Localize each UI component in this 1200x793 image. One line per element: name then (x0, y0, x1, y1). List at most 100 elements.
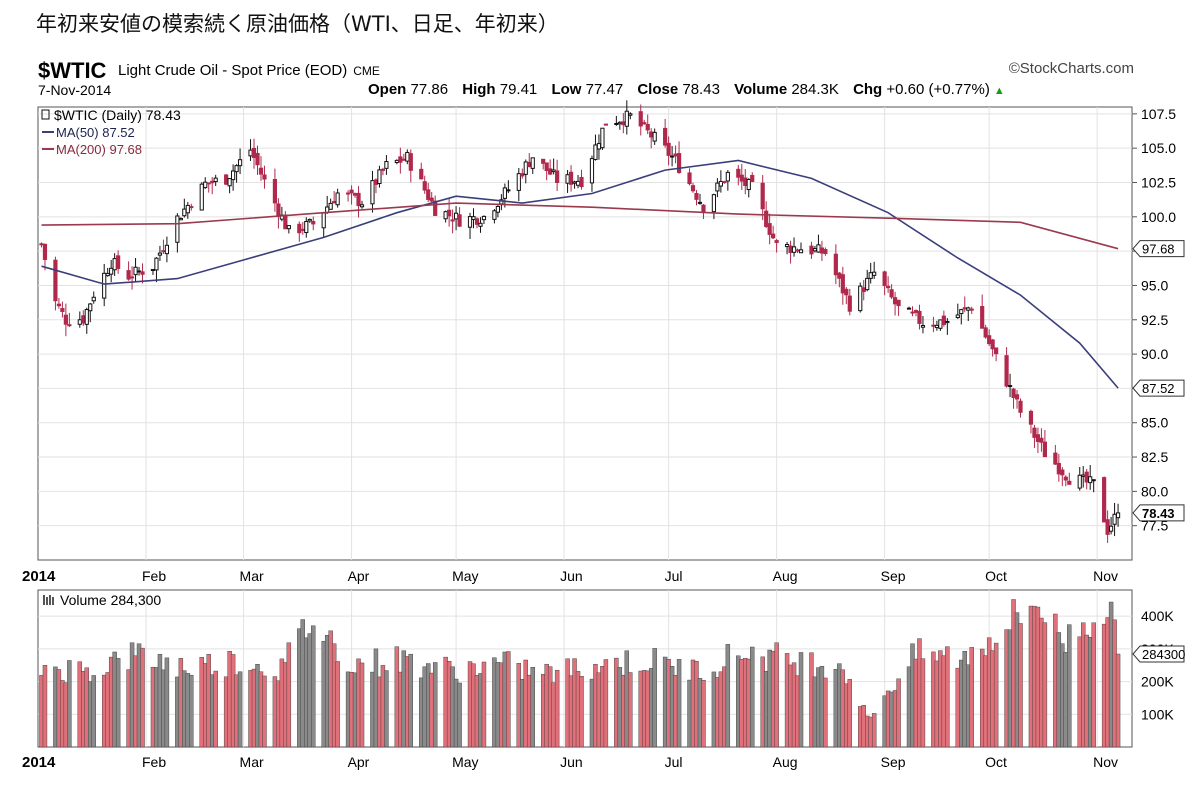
candle-body (593, 144, 598, 160)
volume-bar (871, 713, 877, 748)
candle-body (297, 223, 302, 234)
candle-body (457, 214, 462, 227)
candle-body (182, 208, 187, 217)
price-panel: 77.580.082.585.087.590.092.595.097.5100.… (22, 100, 1185, 585)
ma50-marker-label: 87.52 (1142, 381, 1175, 396)
candle-body (380, 168, 386, 171)
candle-body (467, 216, 473, 228)
quote-bar: Open 77.86 High 79.41 Low 77.47 Close 78… (368, 81, 1005, 98)
candle-body (283, 214, 288, 230)
candle-body (892, 297, 898, 305)
price-y-tick-label: 95.0 (1141, 277, 1168, 293)
volume-bar (774, 642, 779, 748)
candle-body (913, 310, 919, 313)
candle-body (1115, 512, 1121, 519)
candle-body (938, 319, 943, 329)
candle-body (276, 203, 281, 217)
volume-bar (969, 647, 974, 748)
volume-bar (1115, 653, 1121, 748)
candle-body (617, 121, 622, 125)
ma50-legend-label: MA(50) 87.52 (56, 125, 135, 140)
volume-bar (115, 658, 121, 748)
price-x-tick-label: Mar (240, 568, 264, 584)
candle-body (541, 158, 546, 164)
volume-bar (701, 680, 706, 748)
candle-body (63, 314, 68, 325)
volume-x-tick-label: Nov (1093, 754, 1118, 770)
volume-bar (189, 674, 194, 748)
candle-body (833, 253, 838, 276)
candle-body (405, 151, 410, 162)
candle-body (1053, 452, 1058, 465)
candle-body (697, 201, 703, 204)
candle-body (764, 210, 769, 227)
price-y-tick-label: 92.5 (1141, 312, 1168, 328)
candle-body (990, 339, 995, 350)
candle-body (481, 215, 487, 221)
candle-body (980, 306, 985, 329)
volume-bar (286, 642, 292, 748)
candle-body (370, 180, 375, 205)
candle-body (614, 122, 619, 125)
volume-bar (896, 678, 901, 748)
low-label: Low (551, 81, 582, 98)
candle-body (579, 176, 584, 188)
volume-bars (39, 599, 1121, 748)
candle-body (687, 172, 692, 185)
volume-bar (823, 677, 828, 748)
candle-body (422, 181, 427, 191)
volume-bar (579, 676, 584, 748)
candle-body (966, 307, 971, 311)
candle-body (652, 131, 657, 142)
volume-bar (847, 679, 852, 748)
candle-body (161, 250, 166, 253)
candle-body (861, 287, 866, 293)
price-x-tick-label: May (452, 568, 478, 584)
candle-body (823, 249, 828, 254)
candle-body (359, 204, 365, 208)
volume-x-tick-label: May (452, 754, 478, 770)
candle-body (307, 218, 312, 222)
close-value: 78.43 (682, 81, 720, 98)
chg-value: +0.60 (+0.77%) (886, 81, 990, 98)
candle-body (624, 110, 629, 127)
candle-body (649, 131, 654, 138)
price-y-tick-label: 82.5 (1141, 449, 1168, 465)
close-marker-box (1132, 504, 1185, 522)
candle-body (300, 228, 305, 231)
candle-body (1105, 519, 1110, 535)
candle-body (955, 314, 960, 319)
volume-bar (262, 675, 267, 748)
candle-body (443, 211, 448, 220)
candle-body (1060, 469, 1065, 476)
candle-body (736, 168, 741, 178)
volume-legend-icon (49, 595, 51, 605)
volume-bar (628, 672, 633, 748)
volume-x-tick-label: Aug (773, 754, 798, 770)
volume-legend: Volume 284,300 (43, 592, 161, 608)
candle-body (286, 225, 291, 230)
candle-body (941, 315, 946, 325)
price-legend-label: $WTIC (Daily) 78.43 (54, 107, 181, 123)
candle-body (60, 308, 65, 312)
candle-body (1032, 427, 1037, 438)
candle-body (621, 121, 626, 126)
candle-body (767, 223, 772, 235)
candle-body (934, 324, 939, 329)
candle-body (377, 169, 382, 184)
candle-body (520, 173, 525, 177)
candle-body (1011, 388, 1016, 398)
candle-body (213, 177, 218, 183)
candle-body (408, 153, 413, 171)
candle-body (987, 335, 992, 345)
candle-body (920, 325, 926, 328)
candle-body (711, 194, 717, 213)
ma200-marker-label: 97.68 (1142, 242, 1175, 257)
candle-body (994, 347, 999, 355)
volume-bar (481, 661, 487, 748)
candle-body (237, 159, 243, 167)
candle-body (750, 174, 755, 182)
chg-label: Chg (853, 81, 883, 98)
candle-body (676, 153, 682, 173)
volume-bar (1091, 622, 1096, 748)
